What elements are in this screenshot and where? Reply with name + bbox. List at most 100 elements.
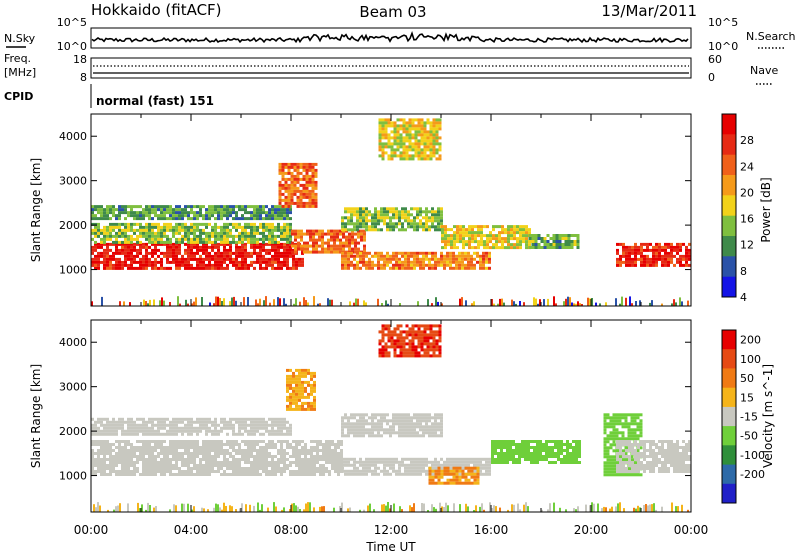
heatmap-cell [386, 263, 389, 267]
heatmap-cell [145, 426, 148, 430]
noise-left-tick-high: 10^5 [57, 16, 87, 29]
heatmap-cell [193, 429, 196, 433]
heatmap-cell [542, 455, 545, 458]
heatmap-cell [238, 245, 241, 249]
heatmap-cell [205, 470, 208, 473]
heatmap-cell [193, 266, 196, 270]
heatmap-cell [471, 237, 474, 241]
heatmap-cell [624, 422, 628, 426]
heatmap-cell [667, 260, 670, 264]
heatmap-cell [467, 266, 470, 270]
heatmap-cell [634, 263, 637, 267]
heatmap-cell [295, 446, 298, 449]
heatmap-cell [356, 434, 359, 438]
heatmap-cell [670, 257, 673, 261]
heatmap-cell [425, 207, 428, 211]
heatmap-cell [223, 470, 226, 473]
ground-scatter-mark [461, 297, 463, 306]
heatmap-cell [606, 446, 610, 450]
heatmap-cell [410, 463, 413, 467]
heatmap-cell [133, 429, 136, 433]
heatmap-cell [196, 217, 199, 221]
heatmap-cell [184, 205, 187, 209]
heatmap-cell [154, 205, 157, 209]
heatmap-cell [166, 260, 169, 264]
heatmap-cell [196, 214, 199, 218]
heatmap-cell [428, 219, 431, 223]
heatmap-cell [202, 458, 205, 461]
heatmap-cell [417, 154, 421, 158]
heatmap-cell [202, 205, 205, 209]
heatmap-cell [199, 263, 202, 267]
heatmap-cell [139, 222, 142, 226]
heatmap-cell [244, 449, 247, 452]
heatmap-cell [331, 452, 334, 455]
heatmap-cell [220, 211, 223, 215]
heatmap-cell [241, 440, 244, 443]
heatmap-cell [304, 470, 307, 473]
heatmap-cell [265, 473, 268, 476]
heatmap-cell [305, 189, 309, 193]
heatmap-cell [341, 469, 344, 473]
heatmap-cell [298, 452, 301, 455]
heatmap-cell [344, 260, 347, 264]
heatmap-cell [449, 466, 452, 470]
heatmap-cell [106, 257, 109, 261]
heatmap-cell [429, 139, 433, 143]
heatmap-cell [193, 251, 196, 255]
heatmap-cell [371, 457, 374, 461]
heatmap-cell [557, 440, 560, 443]
heatmap-cell [321, 247, 324, 251]
heatmap-cell [208, 222, 211, 226]
heatmap-cell [631, 257, 634, 261]
heatmap-cell [205, 217, 208, 221]
heatmap-cell [485, 257, 488, 261]
heatmap-cell [393, 133, 397, 137]
heatmap-cell [118, 420, 121, 424]
heatmap-cell [531, 240, 535, 243]
heatmap-cell [625, 449, 628, 452]
heatmap-cell [97, 257, 100, 261]
heatmap-cell [308, 174, 312, 178]
heatmap-cell [169, 467, 172, 470]
heatmap-cell [160, 470, 163, 473]
heatmap-cell [408, 130, 412, 134]
heatmap-cell [609, 455, 613, 459]
heatmap-cell [217, 231, 220, 235]
heatmap-cell [118, 417, 121, 421]
heatmap-cell [220, 217, 223, 221]
heatmap-cell [685, 245, 688, 249]
heatmap-cell [383, 460, 386, 464]
heatmap-cell [217, 440, 220, 443]
heatmap-cell [449, 457, 452, 461]
heatmap-cell [97, 461, 100, 464]
heatmap-cell [356, 222, 359, 226]
ground-scatter-mark [209, 302, 211, 306]
heatmap-cell [455, 463, 458, 467]
heatmap-cell [322, 464, 325, 467]
heatmap-cell [115, 473, 118, 476]
heatmap-cell [661, 245, 664, 249]
heatmap-cell [115, 458, 118, 461]
heatmap-cell [223, 214, 226, 218]
heatmap-cell [97, 467, 100, 470]
heatmap-cell [426, 130, 430, 134]
heatmap-cell [118, 440, 121, 443]
heatmap-cell [124, 231, 127, 235]
heatmap-cell [253, 205, 256, 209]
heatmap-cell [130, 257, 133, 261]
heatmap-cell [664, 254, 667, 258]
heatmap-cell [214, 217, 217, 221]
heatmap-cell [250, 237, 253, 241]
heatmap-cell [527, 452, 530, 455]
heatmap-cell [456, 225, 459, 229]
heatmap-cell [413, 422, 416, 426]
heatmap-cell [118, 234, 121, 238]
heatmap-cell [299, 195, 303, 199]
heatmap-cell [440, 428, 443, 432]
heatmap-cell [241, 257, 244, 261]
heatmap-cell [485, 266, 488, 270]
heatmap-cell [187, 464, 190, 467]
heatmap-cell [226, 473, 229, 476]
heatmap-cell [202, 473, 205, 476]
